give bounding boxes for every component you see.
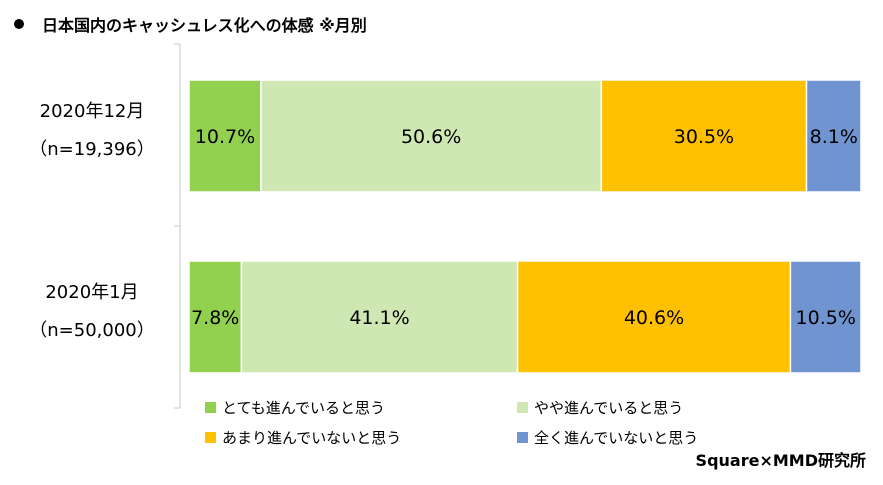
bar-segment-1-1 [240, 260, 519, 374]
bar-segment-1-3 [789, 260, 862, 374]
legend-label-1: やや進んでいると思う [534, 399, 684, 417]
category-label-1-line1: 2020年1月 [45, 282, 138, 303]
data-label-0-0: 10.7% [195, 126, 255, 148]
data-label-0-3: 8.1% [810, 126, 858, 148]
legend-label-3: 全く進んでいないと思う [534, 429, 699, 447]
legend-item-2: あまり進んでいないと思う [205, 427, 401, 448]
legend-item-3: 全く進んでいないと思う [517, 427, 698, 448]
data-label-1-1: 41.1% [349, 307, 409, 329]
data-label-1-3: 10.5% [796, 307, 856, 329]
chart-title-row: 日本国内のキャッシュレス化への体感 ※月別 [14, 12, 367, 36]
bar-segment-1-0 [188, 260, 243, 374]
data-label-0-2: 30.5% [674, 126, 734, 148]
data-label-1-0: 7.8% [191, 307, 239, 329]
data-label-1-2: 40.6% [624, 307, 684, 329]
legend-item-0: とても進んでいると思う [205, 397, 385, 418]
legend-label-0: とても進んでいると思う [222, 399, 386, 417]
legend-swatch-1 [517, 402, 528, 413]
title-bullet-icon [14, 19, 24, 29]
legend-item-1: やや進んでいると思う [517, 397, 683, 418]
category-label-0-line1: 2020年12月 [40, 101, 145, 122]
legend-swatch-2 [205, 432, 216, 443]
legend-swatch-0 [205, 402, 216, 413]
bar-segment-0-3 [805, 79, 862, 193]
data-label-0-1: 50.6% [401, 126, 461, 148]
legend-swatch-3 [517, 432, 528, 443]
source-credit: Square×MMD研究所 [695, 451, 866, 470]
bar-segment-1-2 [516, 260, 792, 374]
chart-title: 日本国内のキャッシュレス化への体感 ※月別 [42, 16, 367, 35]
category-label-1-line2: （n=50,000） [29, 320, 154, 341]
bar-segment-0-0 [188, 79, 262, 193]
legend-label-2: あまり進んでいないと思う [222, 429, 402, 447]
category-label-0-line2: （n=19,396） [29, 139, 154, 160]
